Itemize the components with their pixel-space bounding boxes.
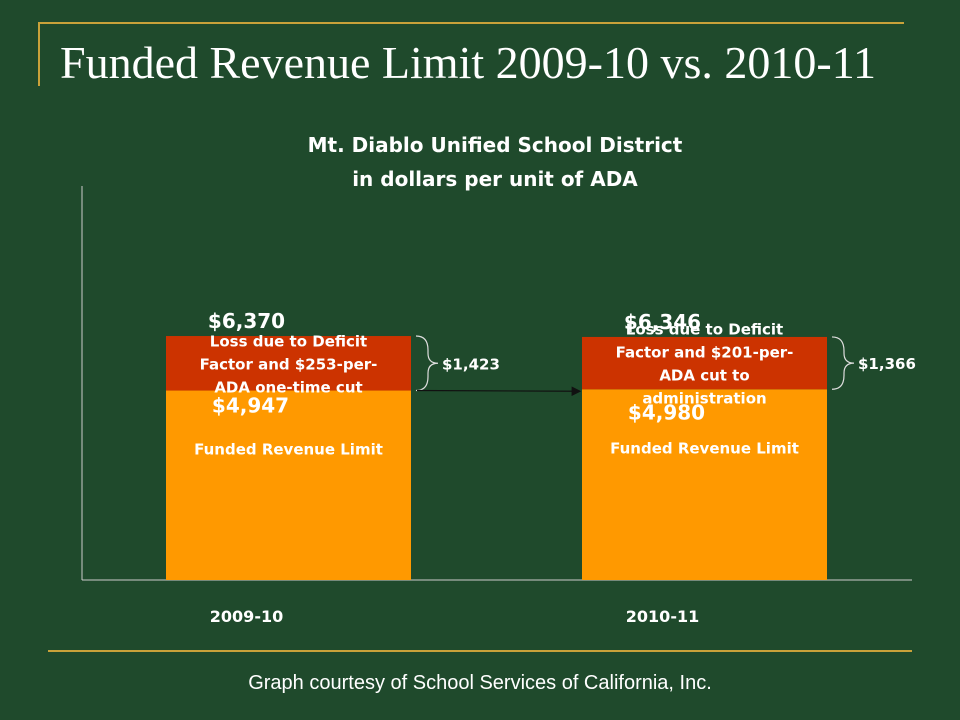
- bar-loss-2009-10: [166, 336, 411, 391]
- loss-inner-label-2010-11-line-2: Factor and $201-per-: [616, 344, 794, 362]
- brace-2009-10: [415, 335, 439, 392]
- loss-inner-label-2009-10-line-3: ADA one-time cut: [214, 378, 362, 396]
- loss-inner-label-2009-10-line-2: Factor and $253-per-: [200, 355, 378, 373]
- loss-inner-label-2010-11-line-3: ADA cut to: [659, 367, 749, 385]
- funded-inner-label-2010-11: Funded Revenue Limit: [610, 439, 799, 457]
- total-label-2010-11: $6,346: [624, 310, 701, 334]
- chart-title-line-2: in dollars per unit of ADA: [352, 167, 638, 191]
- brace-label-2010-11: $1,366: [858, 355, 916, 373]
- total-label-2009-10: $6,370: [208, 309, 285, 333]
- bar-loss-2010-11: [582, 336, 827, 390]
- bar-funded-2010-11: [582, 389, 827, 580]
- x-tick-label-2010-11: 2010-11: [626, 607, 699, 626]
- loss-inner-label-2009-10-line-1: Loss due to Deficit: [210, 332, 367, 350]
- funded-inner-label-2009-10: Funded Revenue Limit: [194, 441, 383, 459]
- bar-funded-2009-10: [166, 390, 411, 580]
- slide-title: Funded Revenue Limit 2009-10 vs. 2010-11: [60, 37, 876, 88]
- funded-value-label-2010-11: $4,980: [628, 400, 705, 424]
- loss-inner-label-2010-11-line-4: administration: [642, 390, 766, 408]
- loss-inner-label-2010-11-line-1: Loss due to Deficit: [626, 321, 783, 339]
- x-tick-label-2009-10: 2009-10: [210, 607, 283, 626]
- brace-label-2009-10: $1,423: [442, 355, 500, 373]
- graph-credit: Graph courtesy of School Services of Cal…: [248, 672, 712, 694]
- chart-title-line-1: Mt. Diablo Unified School District: [308, 133, 683, 157]
- footer-rule: [48, 650, 912, 652]
- title-rule-vertical: [38, 22, 40, 86]
- title-rule-top: [38, 22, 904, 24]
- brace-2010-11: [831, 336, 855, 390]
- funded-value-label-2009-10: $4,947: [212, 394, 289, 418]
- comparison-arrow: [416, 386, 582, 397]
